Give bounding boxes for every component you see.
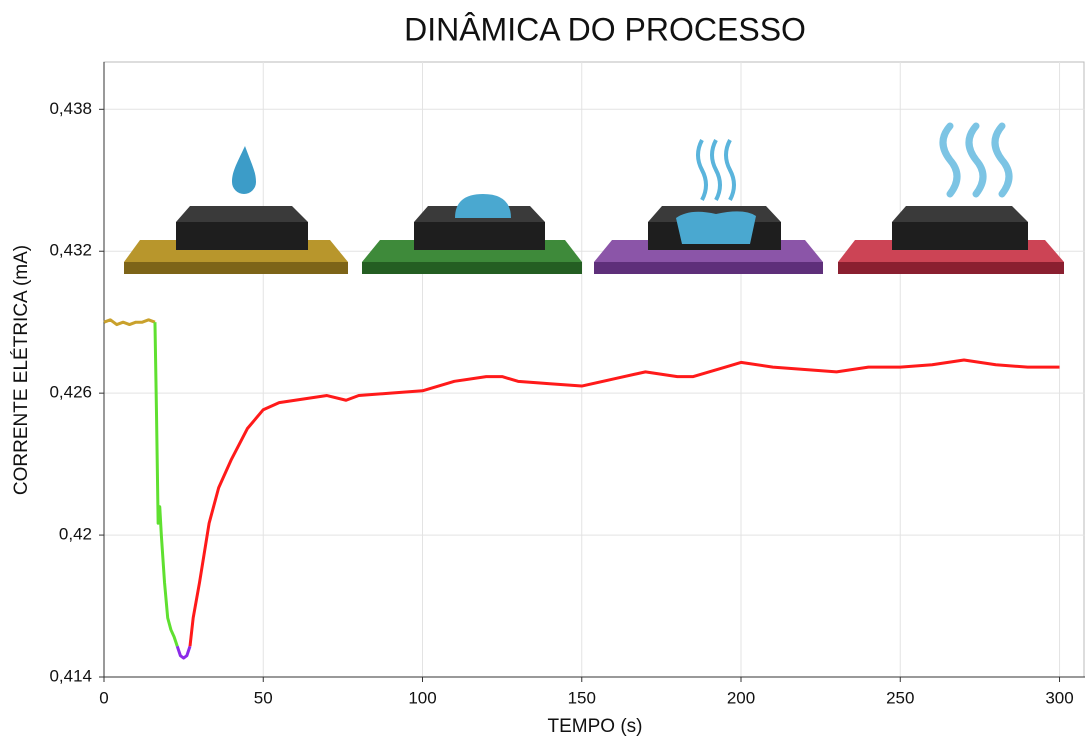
data-line [153,322,179,647]
data-line [188,358,1060,647]
platform-side [362,262,582,274]
water [676,211,756,244]
x-tick-label: 200 [727,688,755,707]
tick-labels: 0,414 0,42 0,426 0,432 0,438 0 50 100 150 200 250 3… [49,99,1073,708]
vapor [939,122,1013,198]
y-axis-title: CORRENTE ELÉTRICA (mA) [11,245,32,495]
x-axis-title: TEMPO (s) [548,716,643,737]
grid [99,61,1085,682]
x-tick-label: 50 [254,688,273,707]
y-tick-label: 0,42 [59,525,92,544]
platform-side [594,262,823,274]
plot-frame [103,61,1085,678]
y-tick-label: 0,414 [49,666,92,685]
chart-title: DINÂMICA DO PROCESSO [404,11,806,47]
data-line [175,645,192,660]
lines [103,318,1060,660]
vapor [696,139,736,201]
x-tick-label: 150 [568,688,596,707]
data-line [103,318,156,327]
platform-side [124,262,348,274]
block [176,222,308,250]
y-tick-label: 0,426 [49,383,92,402]
x-tick-label: 0 [99,688,108,707]
block [176,206,308,222]
drop [232,146,256,194]
block [414,222,545,250]
x-tick-label: 250 [886,688,914,707]
x-tick-label: 100 [408,688,436,707]
illustrations [124,122,1064,274]
platform-side [838,262,1064,274]
y-tick-label: 0,438 [49,99,92,118]
y-tick-label: 0,432 [49,241,92,260]
drop [455,194,511,218]
block [892,206,1028,222]
x-tick-label: 300 [1045,688,1073,707]
block [892,222,1028,250]
